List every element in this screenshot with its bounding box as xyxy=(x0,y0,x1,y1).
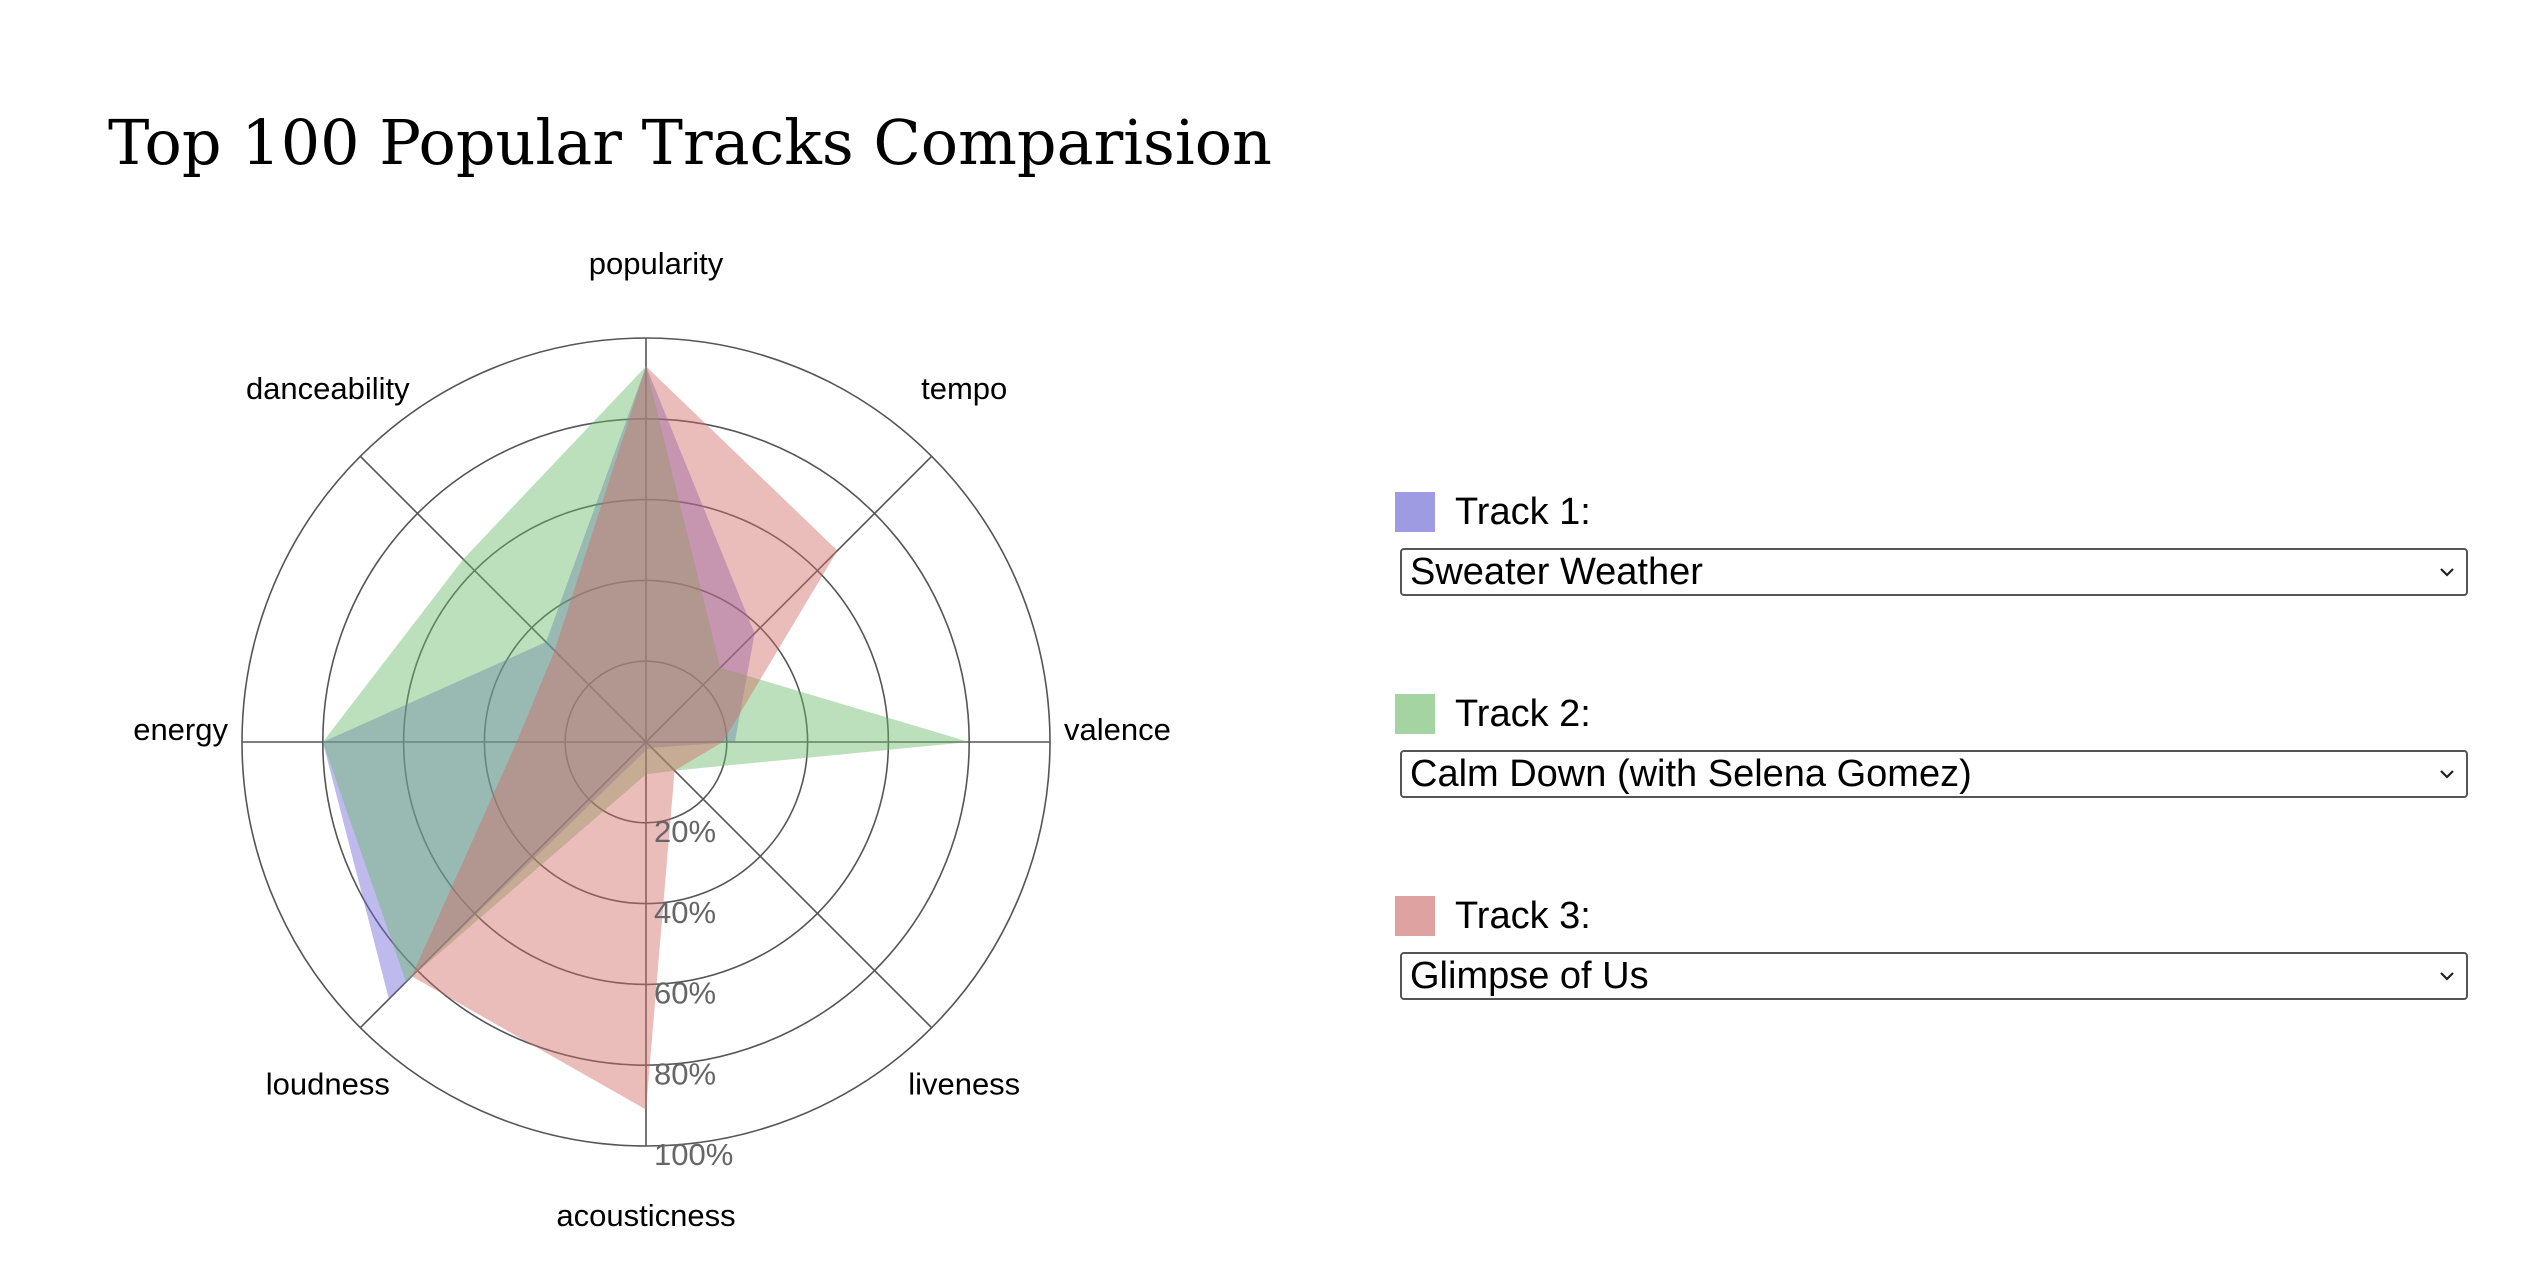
ring-label: 20% xyxy=(654,814,716,849)
ring-label: 80% xyxy=(654,1056,716,1091)
chevron-down-icon xyxy=(2436,561,2458,583)
track-2-color-swatch xyxy=(1395,694,1435,734)
axis-label-valence: valence xyxy=(1064,712,1171,747)
track-3-color-swatch xyxy=(1395,896,1435,936)
axis-spoke-loudness xyxy=(359,741,647,1029)
radar-chart-svg: 20% 40% 60% 80% 100% popularity tempo valence li… xyxy=(133,246,1171,1233)
track-1-select[interactable]: Sweater Weather xyxy=(1400,548,2468,596)
axis-label-acousticness: acousticness xyxy=(556,1198,735,1233)
series-1-area xyxy=(322,366,755,1000)
chevron-down-icon xyxy=(2436,965,2458,987)
track-1-label: Track 1: xyxy=(1455,491,1591,533)
series-3-area xyxy=(411,366,838,1110)
ring-label: 100% xyxy=(654,1137,733,1172)
ring-label: 40% xyxy=(654,895,716,930)
axis-label-tempo: tempo xyxy=(921,371,1007,406)
track-3-select[interactable]: Glimpse of Us xyxy=(1400,952,2468,1000)
page-title: Top 100 Popular Tracks Comparision xyxy=(108,106,1272,179)
radar-chart: 20% 40% 60% 80% 100% popularity tempo valence li… xyxy=(0,210,1260,1274)
axis-spoke-liveness xyxy=(645,741,933,1029)
axis-spoke-tempo xyxy=(645,455,933,743)
axis-spoke-danceability xyxy=(359,455,647,743)
series-2-area xyxy=(322,366,970,982)
track-2-select[interactable]: Calm Down (with Selena Gomez) xyxy=(1400,750,2468,798)
chevron-down-icon xyxy=(2436,763,2458,785)
track-3-select-value: Glimpse of Us xyxy=(1410,955,1649,997)
track-3-label: Track 3: xyxy=(1455,895,1591,937)
axis-label-energy: energy xyxy=(133,712,228,747)
ring-label: 60% xyxy=(654,976,716,1011)
axis-label-danceability: danceability xyxy=(246,371,410,406)
track-2-label: Track 2: xyxy=(1455,693,1591,735)
track-1-color-swatch xyxy=(1395,492,1435,532)
track-1-select-value: Sweater Weather xyxy=(1410,551,1703,593)
track-2-select-value: Calm Down (with Selena Gomez) xyxy=(1410,753,1972,795)
axis-label-loudness: loudness xyxy=(266,1066,390,1101)
axis-label-popularity: popularity xyxy=(589,246,724,281)
axis-label-liveness: liveness xyxy=(908,1066,1020,1101)
